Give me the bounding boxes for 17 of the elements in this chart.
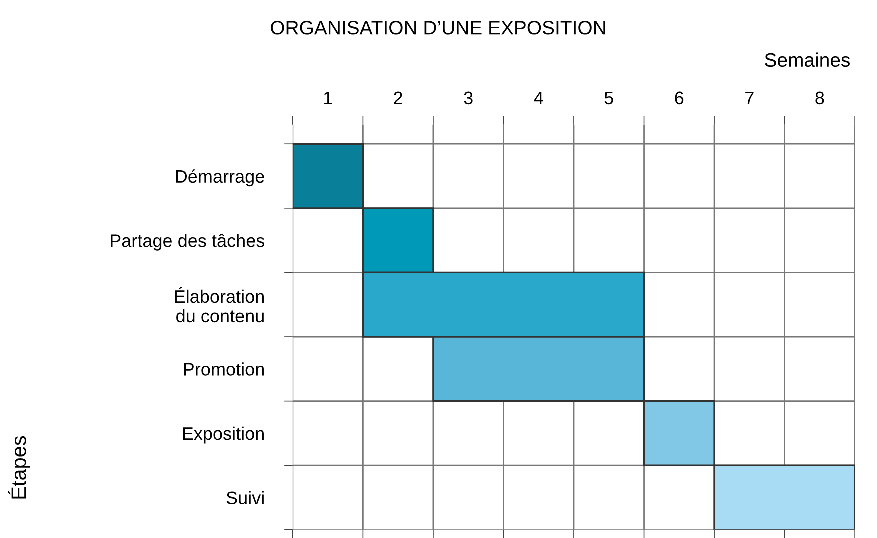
y-tick-label: Démarrage bbox=[176, 170, 264, 187]
y-axis-title: Étapes bbox=[8, 436, 30, 499]
x-tick-label: 1 bbox=[324, 92, 332, 104]
x-axis-title: Semaines bbox=[765, 52, 850, 68]
y-tick-label: Exposition bbox=[183, 426, 264, 444]
chart-title: ORGANISATION D’UNE EXPOSITION bbox=[271, 21, 606, 35]
x-tick-label: 6 bbox=[675, 92, 684, 105]
x-tick-label: 3 bbox=[464, 92, 473, 105]
x-tick-label: 7 bbox=[746, 92, 754, 104]
x-tick-label: 8 bbox=[816, 92, 824, 105]
x-tick-label: 5 bbox=[604, 92, 614, 105]
x-tick-label: 4 bbox=[534, 92, 544, 104]
y-tick-label: Suivi bbox=[226, 491, 264, 504]
y-tick-label: Élaboration du contenu bbox=[175, 287, 264, 323]
x-tick-label: 2 bbox=[394, 92, 402, 104]
y-tick-label: Partage des tâches bbox=[111, 234, 264, 251]
y-tick-label: Promotion bbox=[184, 362, 264, 376]
